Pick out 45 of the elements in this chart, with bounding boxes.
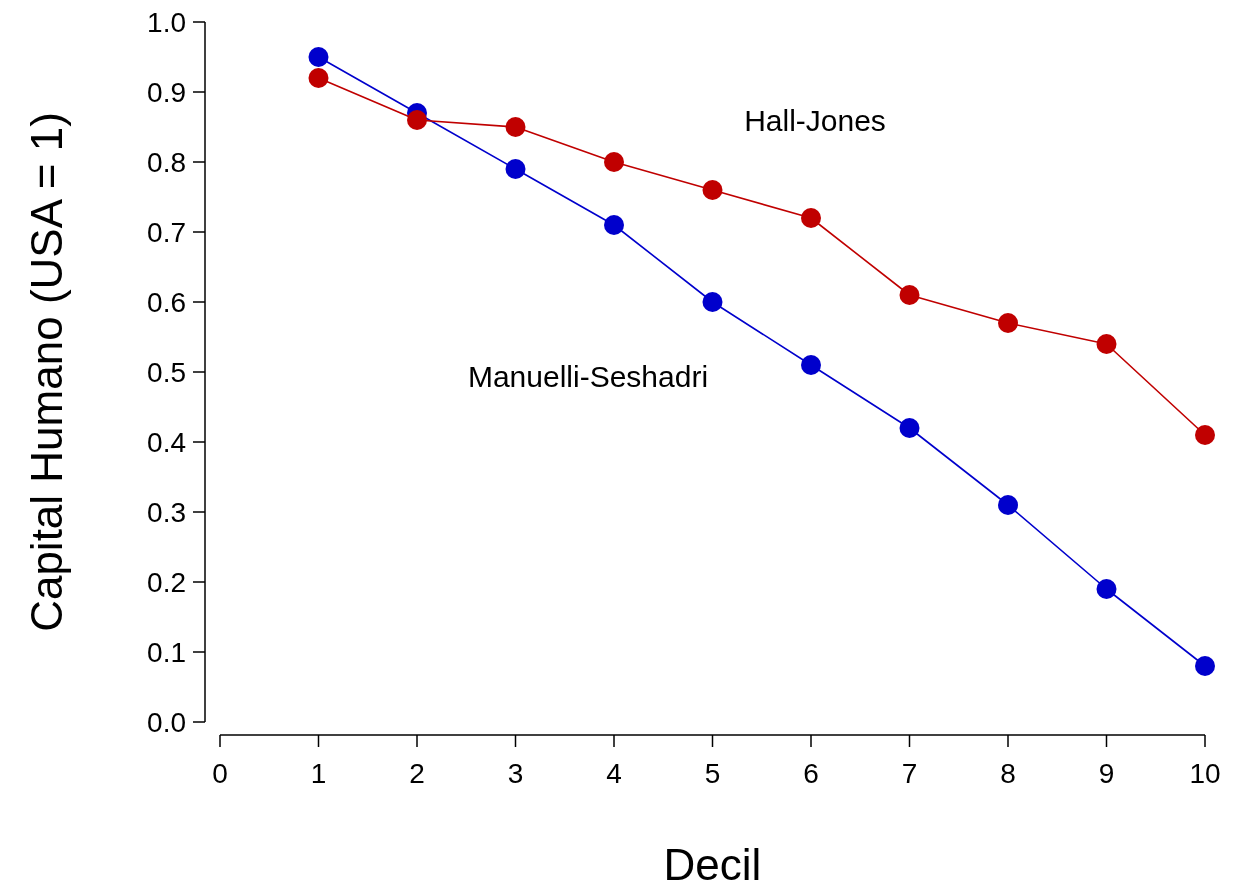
y-tick-label: 0.6 bbox=[147, 286, 186, 318]
x-tick-label: 10 bbox=[1189, 758, 1221, 789]
point bbox=[407, 110, 427, 130]
point bbox=[801, 355, 821, 375]
y-tick-label: 0.4 bbox=[147, 426, 186, 458]
y-tick-label: 0.7 bbox=[147, 216, 186, 248]
point bbox=[308, 68, 329, 88]
x-tick-label: 6 bbox=[803, 758, 819, 789]
y-tick-label: 0.1 bbox=[147, 636, 186, 668]
y-tick-label: 0.3 bbox=[147, 496, 186, 528]
x-tick-label: 0 bbox=[212, 758, 228, 789]
point bbox=[308, 47, 329, 67]
x-tick-label: 3 bbox=[507, 758, 524, 789]
x-tick-label: 5 bbox=[704, 758, 721, 789]
point bbox=[1195, 656, 1215, 676]
y-tick-label: 0.5 bbox=[147, 356, 186, 388]
y-tick-label: 0.8 bbox=[147, 146, 186, 178]
point bbox=[899, 418, 920, 438]
series-label: Manuelli-Seshadri bbox=[467, 359, 709, 393]
x-tick-label: 8 bbox=[1000, 758, 1016, 789]
y-tick-label: 0.9 bbox=[147, 76, 186, 108]
point bbox=[998, 313, 1018, 333]
x-tick-label: 9 bbox=[1098, 758, 1115, 789]
y-axis-title: Capital Humano (USA = 1) bbox=[22, 112, 71, 632]
point bbox=[998, 495, 1018, 515]
y-tick-label: 0.2 bbox=[147, 566, 186, 598]
series-label: Hall-Jones bbox=[744, 103, 886, 137]
y-tick-label: 0.0 bbox=[147, 706, 186, 738]
point bbox=[1195, 425, 1215, 445]
point bbox=[505, 159, 526, 179]
x-tick-label: 7 bbox=[901, 758, 918, 789]
x-tick-label: 1 bbox=[310, 758, 327, 789]
point bbox=[505, 117, 526, 137]
point bbox=[604, 152, 624, 172]
point bbox=[1096, 579, 1117, 599]
x-tick-label: 4 bbox=[606, 758, 622, 789]
y-tick-label: 1.0 bbox=[147, 6, 186, 38]
point bbox=[604, 215, 624, 235]
point bbox=[702, 180, 723, 200]
point bbox=[899, 285, 920, 305]
x-axis-title: Decil bbox=[663, 840, 762, 889]
point bbox=[801, 208, 821, 228]
point bbox=[1096, 334, 1117, 354]
point bbox=[702, 292, 723, 312]
x-tick-label: 2 bbox=[409, 758, 425, 789]
